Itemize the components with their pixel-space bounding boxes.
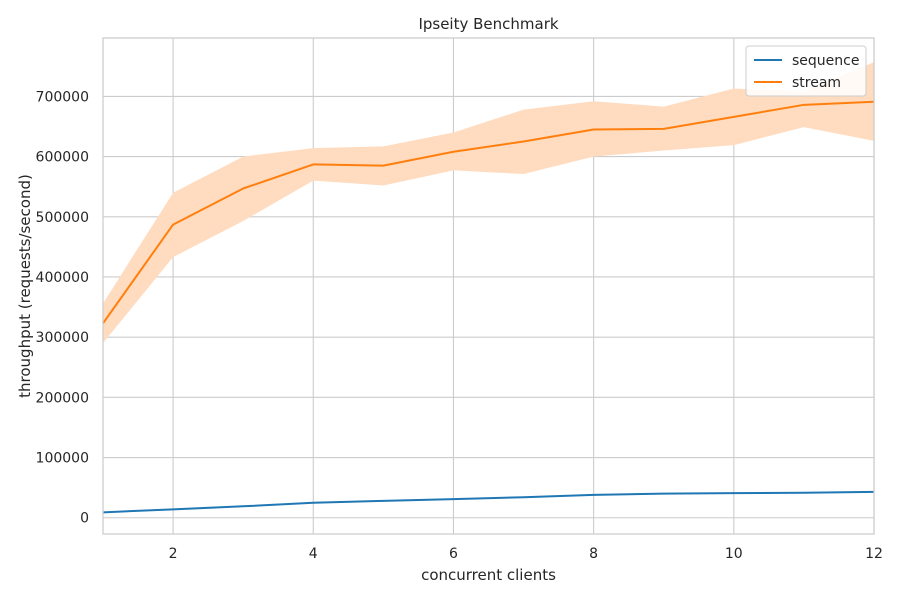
- y-tick-label-3: 300000: [36, 330, 89, 346]
- series-lines: [102, 100, 875, 514]
- x-tick-labels: 2 4 6 8 10 12: [169, 546, 883, 562]
- confidence-bands: [103, 62, 874, 344]
- x-axis-label: concurrent clients: [421, 566, 556, 584]
- x-tick-label-2: 6: [449, 546, 458, 562]
- y-tick-label-7: 700000: [36, 89, 89, 105]
- line-stream: [102, 100, 875, 324]
- legend: sequence stream: [745, 45, 867, 97]
- legend-label-sequence: sequence: [792, 53, 859, 69]
- y-tick-label-5: 500000: [36, 210, 89, 226]
- y-tick-label-0: 0: [80, 511, 89, 527]
- legend-label-stream: stream: [792, 75, 841, 91]
- y-axis-label: throughput (requests/second): [16, 174, 34, 398]
- y-tick-label-1: 100000: [36, 451, 89, 467]
- y-tick-label-6: 600000: [36, 150, 89, 166]
- chart-title: Ipseity Benchmark: [418, 15, 558, 33]
- line-sequence: [102, 490, 875, 514]
- y-tick-label-4: 400000: [36, 270, 89, 286]
- y-tick-label-2: 200000: [36, 390, 89, 406]
- band-stream: [103, 62, 874, 344]
- x-tick-label-0: 2: [169, 546, 178, 562]
- y-tick-labels: 0 100000 200000 300000 400000 500000 600000 700…: [36, 89, 89, 526]
- plot-frame: [102, 37, 875, 535]
- x-tick-label-4: 10: [725, 546, 743, 562]
- x-tick-label-3: 8: [589, 546, 598, 562]
- x-tick-label-1: 4: [309, 546, 318, 562]
- legend-box: [745, 45, 867, 97]
- x-tick-label-5: 12: [865, 546, 883, 562]
